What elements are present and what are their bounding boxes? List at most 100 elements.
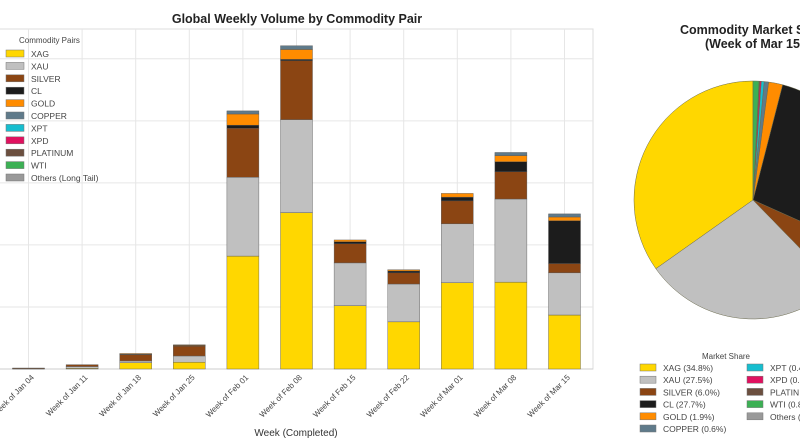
pie-legend-swatch: [639, 400, 657, 408]
bar-segment-xag: [387, 321, 420, 370]
bar-segment-silver: [333, 243, 367, 264]
legend-swatch: [5, 62, 25, 70]
bar-segment-silver: [494, 171, 528, 200]
bar-segment-gold: [226, 113, 260, 126]
bar-segment-gold: [333, 239, 367, 243]
bar-legend: Commodity Pairs XAG XAU SILVER CL GOLD COPPER…: [5, 36, 99, 183]
bar-segment-xag: [441, 282, 474, 370]
pie-legend-label: CL (27.7%): [663, 400, 706, 410]
legend-label: XPD: [31, 136, 48, 146]
pie-legend-label: XPT (0.4: [770, 363, 800, 373]
legend-swatch: [5, 173, 25, 182]
pie-legend-swatch: [746, 412, 764, 421]
pie-slice-xag: [633, 80, 754, 270]
bar-chart-title: Global Weekly Volume by Commodity Pair: [172, 12, 422, 26]
pie-chart-title-line1: Commodity Market S: [680, 23, 800, 37]
pie-slice-xau: [655, 199, 800, 320]
bar-segment-xag: [226, 255, 260, 370]
pie-legend-swatch: [639, 424, 657, 433]
x-tick-label: Week of Feb 01: [204, 373, 251, 420]
legend-label: XAG: [31, 49, 49, 59]
bar-segment-xau: [65, 366, 99, 369]
x-tick-label: Week of Jan 18: [98, 373, 144, 419]
pie-legend-label: GOLD (1.9%): [663, 412, 715, 422]
bar-segment-cl: [333, 241, 367, 244]
bar-segment-gold: [548, 216, 581, 221]
x-tick-label: Week of Mar 15: [526, 373, 573, 420]
bar-segment-silver: [280, 60, 313, 120]
bar-segment-gold: [387, 269, 420, 272]
legend-swatch: [5, 74, 25, 83]
pie-legend-swatch: [639, 388, 657, 396]
pie-legend-label: SILVER (6.0%): [663, 387, 720, 397]
bar-segment-silver: [119, 354, 152, 362]
bar-segment-xau: [387, 283, 420, 323]
bar-segment-xag: [548, 314, 581, 370]
pie-slice-silver: [752, 199, 800, 249]
x-tick-label: Week of Jan 04: [0, 373, 36, 419]
bar-segment-copper: [226, 110, 260, 115]
legend-label: COPPER: [31, 111, 67, 121]
legend-swatch: [5, 99, 25, 107]
pie-legend-label: COPPER (0.6%): [663, 424, 726, 434]
bar-segment-gold: [441, 193, 474, 198]
pie-legend-label: XAG (34.8%): [663, 363, 713, 373]
bar-segment-xag: [280, 212, 313, 370]
legend-swatch: [5, 86, 25, 95]
bar-segment-cl: [494, 161, 528, 172]
bar-segment-cl: [226, 124, 260, 129]
bar-segment-silver: [387, 272, 420, 285]
x-tick-label: Week of Feb 22: [365, 373, 412, 420]
pie-legend-label: WTI (0.8: [770, 400, 800, 410]
pie-legend-label: PLATIN: [770, 387, 799, 397]
bar-segment-cl: [387, 270, 420, 274]
pie-legend-swatch: [746, 363, 764, 372]
bar-segment-xau: [119, 360, 152, 363]
bar-segment-cl: [548, 220, 581, 264]
legend-label: XAU: [31, 61, 48, 71]
x-axis-label: Week (Completed): [254, 428, 337, 439]
pie-legend-label: XPD (0.: [770, 375, 800, 385]
bar-segment-silver: [441, 200, 474, 225]
legend-swatch: [5, 124, 25, 132]
legend-label: XPT: [31, 123, 48, 133]
bar-segment-gold: [280, 49, 313, 60]
pie-slice-cl: [752, 84, 800, 222]
pie-legend-swatch: [639, 363, 657, 372]
bar-segment-xau: [226, 177, 260, 257]
legend-swatch: [5, 161, 25, 169]
bar-segment-xag: [494, 281, 528, 370]
pie-legend-title: Market Share: [702, 352, 751, 361]
bar-segment-silver: [65, 364, 99, 367]
legend-label: Others (Long Tail): [31, 173, 99, 183]
legend-label: SILVER: [31, 74, 61, 84]
x-tick-label: Week of Mar 08: [472, 373, 519, 420]
pie-legend: Market Share XAG (34.8%) XAU (27.5%) SILVE…: [639, 352, 800, 434]
bar-segment-xag: [333, 305, 367, 370]
bar-legend-title: Commodity Pairs: [19, 36, 80, 45]
legend-swatch: [5, 148, 25, 157]
pie-legend-swatch: [639, 375, 657, 384]
pie-legend-swatch: [746, 388, 764, 396]
bar-segment-xau: [548, 272, 581, 316]
bar-segment-xau: [441, 223, 474, 283]
bar-segment-xau: [494, 198, 528, 283]
bar-segment-copper: [494, 152, 528, 156]
bar-segment-silver: [548, 263, 581, 274]
bar-segment-gold: [494, 155, 528, 162]
legend-swatch: [5, 111, 25, 120]
pie-chart: Commodity Market S (Week of Mar 15) Mark…: [633, 23, 800, 434]
bar-segment-gold: [173, 344, 206, 346]
bar-segment-silver: [12, 367, 45, 369]
legend-label: WTI: [31, 161, 47, 171]
legend-swatch: [5, 49, 25, 58]
pie-legend-swatch: [746, 400, 764, 408]
pie-chart-title-line2: (Week of Mar 15): [705, 37, 800, 51]
x-tick-label: Week of Jan 11: [44, 373, 90, 419]
bar-segment-xau: [280, 119, 313, 213]
bar-segment-cl: [441, 196, 474, 202]
pie-slices: [633, 80, 800, 320]
x-tick-labels: Week of Jan 04 Week of Jan 11 Week of Jan …: [0, 373, 572, 420]
pie-legend-swatch: [639, 412, 657, 421]
